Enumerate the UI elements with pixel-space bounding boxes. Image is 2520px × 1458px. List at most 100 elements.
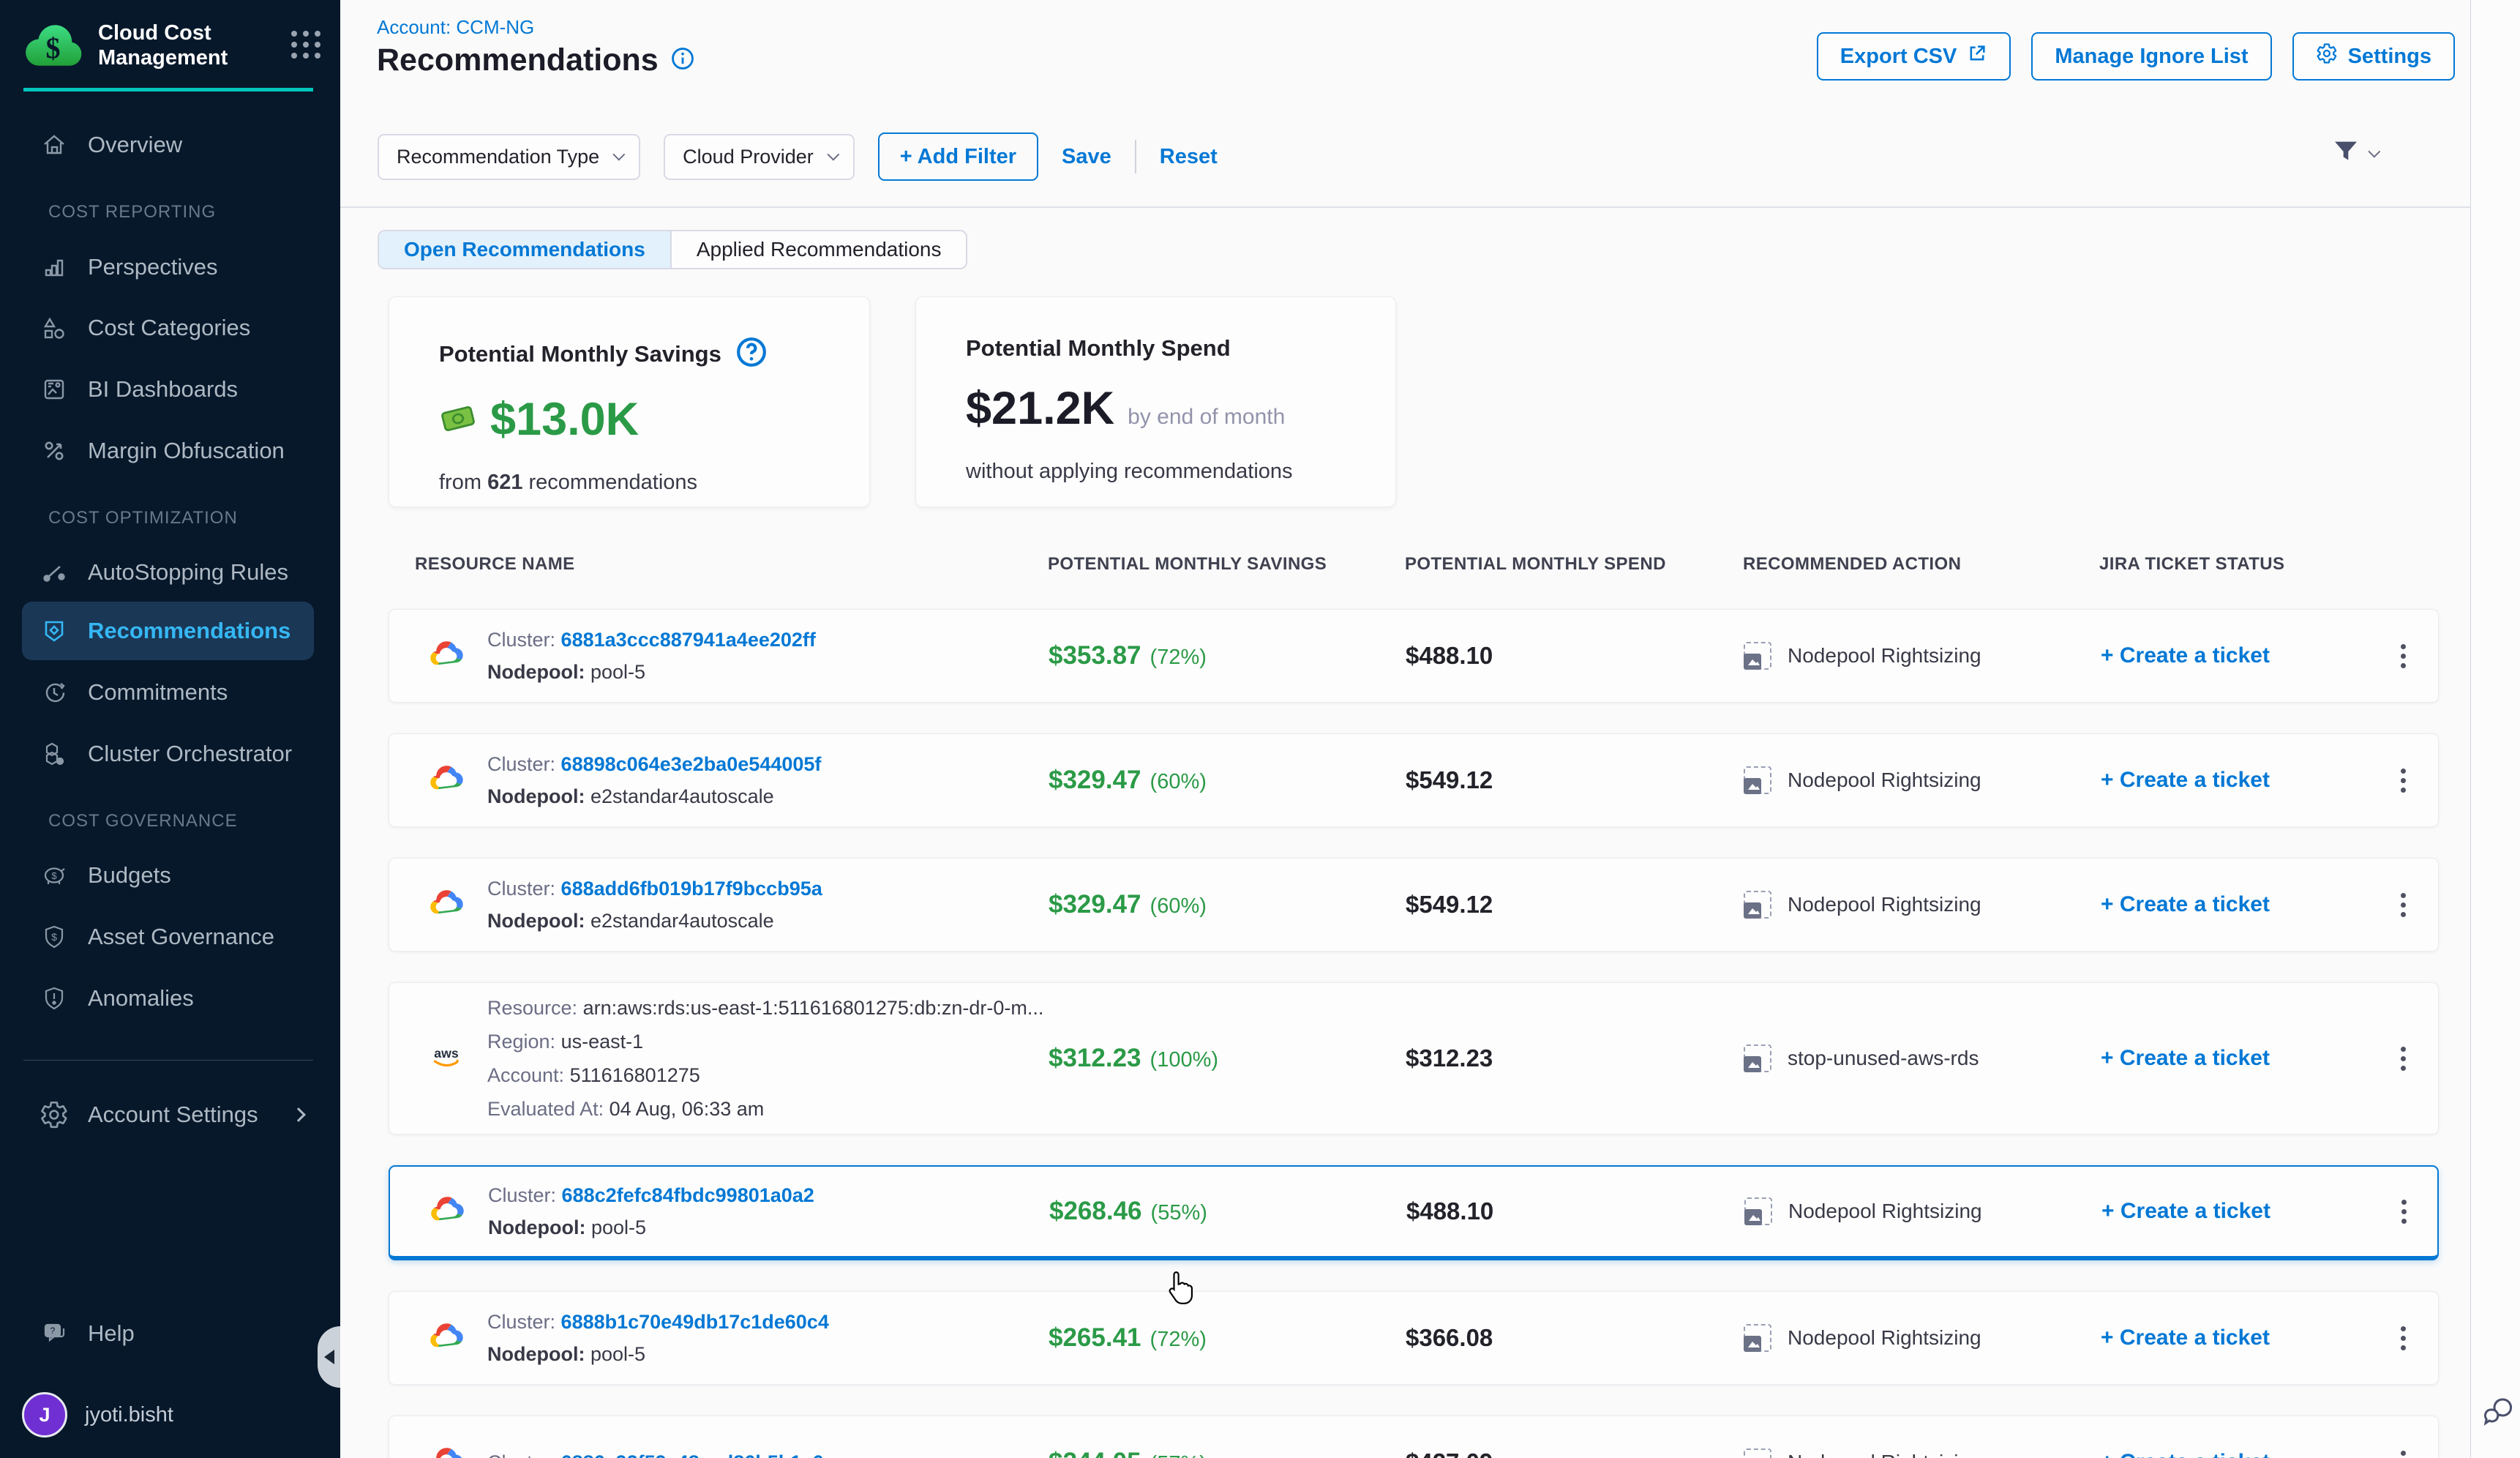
rightsizing-icon [1744,1448,1771,1458]
question-icon[interactable] [735,335,768,373]
cluster-id-link[interactable]: 6886e92f59a48cad86b5b1c6 [561,1451,824,1458]
cluster-label: Cluster: [488,1184,557,1206]
sidebar-item-recommendations[interactable]: Recommendations [22,602,314,660]
spend-value: $21.2K [966,383,1115,434]
sidebar-divider [23,1060,313,1061]
tab-applied-recommendations[interactable]: Applied Recommendations [696,238,942,261]
sidebar-item-perspectives[interactable]: Perspectives [22,238,314,296]
table-row[interactable]: aws Resource: arn:aws:rds:us-east-1:5116… [389,982,2439,1134]
dashboard-image-icon [40,375,69,404]
sidebar-item-anomalies[interactable]: Anomalies [22,969,314,1028]
filter-panel-toggle[interactable] [2331,137,2381,170]
table-row[interactable]: Cluster: 6886e92f59a48cad86b5b1c6 $244.0… [389,1416,2439,1458]
create-ticket-link[interactable]: + Create a ticket [2101,1046,2401,1071]
reset-filter-link[interactable]: Reset [1159,144,1218,168]
sidebar-item-commitments[interactable]: Commitments [22,663,314,722]
sidebar: $ Cloud Cost Management Overview COST RE… [0,0,340,1458]
row-menu-icon[interactable] [2401,768,2406,774]
create-ticket-link[interactable]: + Create a ticket [2101,768,2401,793]
sidebar-item-help[interactable]: ? Help [22,1304,314,1363]
create-ticket-link[interactable]: + Create a ticket [2101,892,2401,917]
settings-label: Settings [2347,44,2431,68]
savings-amount: $244.05 [1049,1448,1141,1458]
funnel-icon [2331,137,2360,170]
table-row[interactable]: Cluster: 68898c064e3e2ba0e544005f Nodepo… [389,733,2439,827]
chevron-down-icon [827,148,840,161]
create-ticket-link[interactable]: + Create a ticket [2101,1199,2401,1224]
sidebar-item-label: Budgets [88,862,171,888]
savings-sub-prefix: from [439,471,481,494]
sidebar-item-account-settings[interactable]: Account Settings [22,1085,314,1144]
external-link-icon [1967,43,1987,70]
create-ticket-link[interactable]: + Create a ticket [2101,643,2401,668]
sidebar-item-autostopping-rules[interactable]: AutoStopping Rules [22,543,314,602]
cluster-id-link[interactable]: 688add6fb019b17f9bccb95a [560,878,822,900]
settings-button[interactable]: Settings [2292,32,2455,81]
savings-amount: $312.23 [1049,1044,1141,1072]
sidebar-item-label: Anomalies [88,985,194,1011]
save-filter-link[interactable]: Save [1062,144,1111,168]
svg-text:aws: aws [434,1046,459,1061]
cluster-id-link[interactable]: 688c2fefc84fbdc99801a0a2 [561,1184,814,1206]
recommended-action: Nodepool Rightsizing [1788,1200,1982,1222]
spend-amount: $427.09 [1406,1448,1744,1458]
create-ticket-label: + Create a ticket [2101,892,2270,916]
row-menu-icon[interactable] [2401,1450,2406,1456]
recommended-action: Nodepool Rightsizing [1788,1451,1981,1458]
evaluated-at-value: 04 Aug, 06:33 am [609,1098,765,1120]
sidebar-item-cost-categories[interactable]: Cost Categories [22,299,314,357]
sidebar-item-margin-obfuscation[interactable]: Margin Obfuscation [22,422,314,480]
create-ticket-link[interactable]: + Create a ticket [2101,1326,2401,1350]
savings-percent: (55%) [1150,1201,1207,1225]
shapes-icon [40,313,69,343]
create-ticket-label: + Create a ticket [2101,1326,2270,1350]
row-menu-icon[interactable] [2401,1046,2406,1052]
chevron-right-icon [291,1107,306,1122]
recommended-action: stop-unused-aws-rds [1788,1047,1979,1069]
hexagons-icon [40,739,69,769]
breadcrumb[interactable]: Account: CCM-NG [377,16,535,38]
feedback-chat-icon[interactable] [2480,1397,2517,1432]
cluster-label: Cluster: [487,1311,556,1333]
manage-ignore-list-button[interactable]: Manage Ignore List [2031,32,2272,81]
recommendations-table: Cluster: 6881a3ccc887941a4ee202ff Nodepo… [389,609,2439,1458]
cluster-id-link[interactable]: 6888b1c70e49db17c1de60c4 [560,1311,829,1333]
gcp-icon [430,1195,465,1227]
sidebar-item-cluster-orchestrator[interactable]: Cluster Orchestrator [22,725,314,783]
row-menu-icon[interactable] [2401,1326,2406,1331]
user-profile[interactable]: J jyoti.bisht [22,1382,173,1448]
row-menu-icon[interactable] [2401,643,2406,649]
table-row[interactable]: Cluster: 6881a3ccc887941a4ee202ff Nodepo… [389,609,2439,703]
add-filter-button[interactable]: + Add Filter [877,132,1039,181]
col-recommended-action: RECOMMENDED ACTION [1743,554,1962,574]
table-row-selected[interactable]: Cluster: 688c2fefc84fbdc99801a0a2 Nodepo… [389,1165,2439,1260]
sidebar-item-bi-dashboards[interactable]: BI Dashboards [22,360,314,419]
savings-amount: $353.87 [1049,641,1141,670]
recommendation-type-dropdown[interactable]: Recommendation Type [378,133,641,180]
sidebar-item-label: AutoStopping Rules [88,559,289,585]
recommendations-badge-icon [40,616,69,646]
account-label: Account: [487,1064,565,1086]
sidebar-item-asset-governance[interactable]: $ Asset Governance [22,908,314,966]
recommendation-type-label: Recommendation Type [397,145,600,168]
sidebar-collapse-handle[interactable] [318,1326,340,1388]
sidebar-item-overview[interactable]: Overview [22,116,314,174]
spend-amount: $312.23 [1406,1044,1493,1072]
savings-card-title: Potential Monthly Savings [439,340,721,367]
row-menu-icon[interactable] [2401,892,2406,898]
export-csv-button[interactable]: Export CSV [1816,32,2011,81]
table-row[interactable]: Cluster: 6888b1c70e49db17c1de60c4 Nodepo… [389,1291,2439,1385]
info-icon[interactable] [670,46,695,75]
row-menu-icon[interactable] [2401,1199,2407,1205]
table-row[interactable]: Cluster: 688add6fb019b17f9bccb95a Nodepo… [389,858,2439,952]
cluster-id-link[interactable]: 68898c064e3e2ba0e544005f [560,753,822,775]
module-grid-icon[interactable] [291,31,321,59]
tab-open-recommendations[interactable]: Open Recommendations [379,231,672,268]
create-ticket-link[interactable]: + Create a ticket [2101,1450,2401,1458]
cluster-id-link[interactable]: 6881a3ccc887941a4ee202ff [560,629,816,651]
savings-percent: (100%) [1150,1048,1219,1072]
manage-ignore-list-label: Manage Ignore List [2055,44,2249,68]
sidebar-item-budgets[interactable]: $ Budgets [22,846,314,905]
spend-subtitle: without applying recommendations [966,460,1293,483]
cloud-provider-dropdown[interactable]: Cloud Provider [664,133,855,180]
